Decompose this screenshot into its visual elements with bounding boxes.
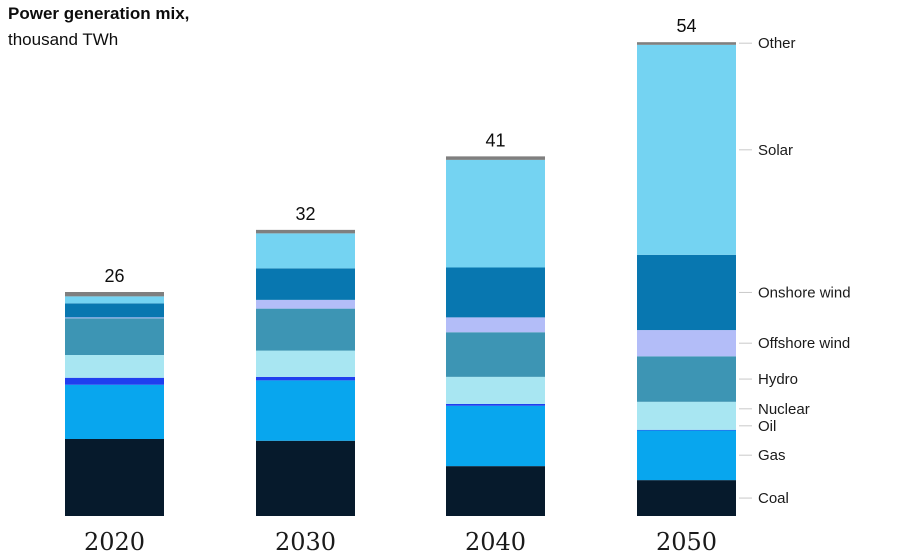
bar-segment-hydro-2040 <box>446 332 545 377</box>
x-tick-label-2030: 2030 <box>275 528 336 556</box>
bar-segment-offshore-wind-2020 <box>65 317 164 319</box>
x-tick-label-2050: 2050 <box>656 528 717 556</box>
bar-segment-oil-2030 <box>256 376 355 381</box>
total-label-2030: 32 <box>295 204 315 224</box>
bar-segment-gas-2020 <box>65 384 164 439</box>
legend-label-hydro: Hydro <box>758 371 798 388</box>
bar-segment-nuclear-2050 <box>637 401 736 430</box>
bar-segment-nuclear-2020 <box>65 355 164 378</box>
bar-segment-offshore-wind-2030 <box>256 299 355 309</box>
bar-segment-gas-2050 <box>637 430 736 481</box>
bar-segment-onshore-wind-2020 <box>65 303 164 318</box>
total-label-2050: 54 <box>676 16 696 36</box>
bar-segment-other-2040 <box>446 156 545 160</box>
bar-segment-gas-2030 <box>256 380 355 441</box>
bar-segment-onshore-wind-2030 <box>256 268 355 300</box>
bar-segment-gas-2040 <box>446 405 545 467</box>
bar-segment-hydro-2030 <box>256 308 355 351</box>
legend-label-other: Other <box>758 35 796 52</box>
legend-label-coal: Coal <box>758 490 789 507</box>
bar-segment-solar-2050 <box>637 44 736 255</box>
bar-segment-other-2050 <box>637 42 736 45</box>
legend-label-oil: Oil <box>758 418 776 435</box>
bar-segment-hydro-2050 <box>637 356 736 402</box>
bar-segment-other-2020 <box>65 292 164 297</box>
legend-label-nuclear: Nuclear <box>758 401 810 418</box>
total-label-2040: 41 <box>485 130 505 150</box>
bar-segment-hydro-2020 <box>65 318 164 355</box>
bar-segment-oil-2050 <box>637 429 736 431</box>
bar-segment-coal-2040 <box>446 466 545 516</box>
bar-segment-oil-2020 <box>65 377 164 385</box>
bar-segment-offshore-wind-2050 <box>637 330 736 357</box>
total-label-2020: 26 <box>104 266 124 286</box>
bar-segment-oil-2040 <box>446 404 545 406</box>
bar-segment-coal-2030 <box>256 440 355 516</box>
bar-segment-solar-2040 <box>446 159 545 268</box>
bar-segment-offshore-wind-2040 <box>446 317 545 333</box>
x-tick-label-2040: 2040 <box>465 528 526 556</box>
legend-label-onshore-wind: Onshore wind <box>758 284 851 301</box>
bar-segment-solar-2020 <box>65 296 164 304</box>
bar-segment-coal-2050 <box>637 480 736 516</box>
bar-segment-nuclear-2030 <box>256 350 355 377</box>
bar-segment-onshore-wind-2040 <box>446 267 545 318</box>
bar-segment-onshore-wind-2050 <box>637 254 736 331</box>
bar-segment-nuclear-2040 <box>446 376 545 404</box>
legend-label-offshore-wind: Offshore wind <box>758 335 850 352</box>
bar-segment-other-2030 <box>256 229 355 234</box>
chart-subtitle: thousand TWh <box>8 30 119 49</box>
chart-title: Power generation mix, <box>8 4 190 23</box>
bar-segment-coal-2020 <box>65 439 164 516</box>
legend-label-solar: Solar <box>758 142 793 159</box>
x-tick-label-2020: 2020 <box>84 528 145 556</box>
bar-segment-solar-2030 <box>256 233 355 269</box>
legend-label-gas: Gas <box>758 447 786 464</box>
